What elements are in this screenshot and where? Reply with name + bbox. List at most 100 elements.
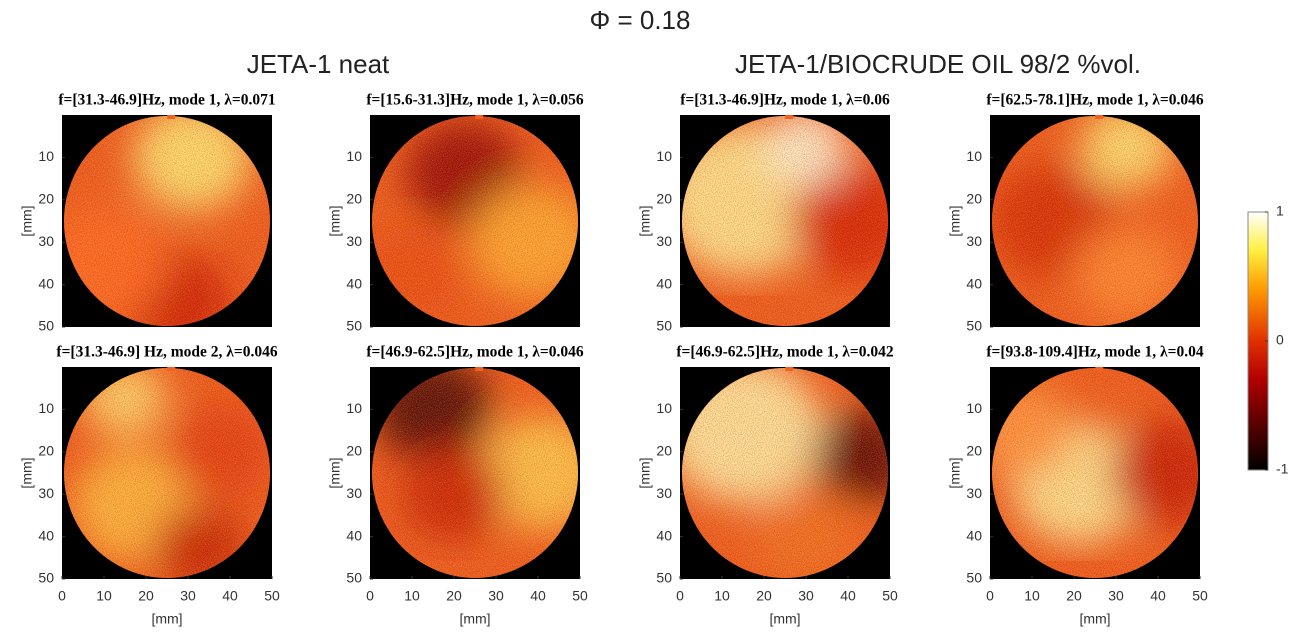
y-axis-label: [mm] bbox=[327, 457, 343, 488]
y-tick-label: 20 bbox=[656, 443, 672, 459]
y-tick-label: 10 bbox=[38, 400, 54, 416]
panel-title: f=[93.8-109.4]Hz, mode 1, λ=0.04 bbox=[986, 344, 1204, 361]
y-tick-label: 30 bbox=[346, 485, 362, 501]
x-tick-label: 40 bbox=[1150, 588, 1166, 604]
y-tick-label: 10 bbox=[966, 148, 982, 164]
y-tick-label: 30 bbox=[38, 485, 54, 501]
x-tick-label: 10 bbox=[1024, 588, 1040, 604]
notch bbox=[475, 115, 483, 119]
x-tick-label: 50 bbox=[572, 588, 588, 604]
x-axis-label: [mm] bbox=[1079, 611, 1110, 627]
x-tick-label: 40 bbox=[222, 588, 238, 604]
group-title: JETA-1/BIOCRUDE OIL 98/2 %vol. bbox=[735, 49, 1141, 79]
y-axis-label: [mm] bbox=[637, 457, 653, 488]
x-tick-label: 0 bbox=[366, 588, 374, 604]
x-tick-label: 40 bbox=[840, 588, 856, 604]
x-tick-label: 0 bbox=[58, 588, 66, 604]
x-tick-label: 20 bbox=[138, 588, 154, 604]
y-tick-label: 10 bbox=[656, 148, 672, 164]
x-axis-label: [mm] bbox=[459, 611, 490, 627]
y-axis-label: [mm] bbox=[637, 205, 653, 236]
panel-title: f=[31.3-46.9]Hz, mode 1, λ=0.071 bbox=[58, 92, 275, 109]
y-tick-label: 50 bbox=[966, 570, 982, 586]
notch bbox=[1095, 115, 1103, 119]
x-tick-label: 40 bbox=[530, 588, 546, 604]
y-tick-label: 40 bbox=[38, 275, 54, 291]
y-tick-label: 40 bbox=[656, 275, 672, 291]
notch bbox=[785, 115, 793, 119]
y-tick-label: 30 bbox=[656, 485, 672, 501]
y-tick-label: 30 bbox=[38, 233, 54, 249]
y-axis-label: [mm] bbox=[947, 205, 963, 236]
x-axis-label: [mm] bbox=[151, 611, 182, 627]
x-tick-label: 10 bbox=[96, 588, 112, 604]
page: Φ = 0.18 JETA-1 neat JETA-1/BIOCRUDE OIL… bbox=[0, 0, 1294, 634]
y-tick-label: 40 bbox=[38, 527, 54, 543]
x-tick-label: 50 bbox=[882, 588, 898, 604]
y-tick-label: 20 bbox=[966, 443, 982, 459]
x-tick-label: 30 bbox=[488, 588, 504, 604]
y-tick-label: 30 bbox=[346, 233, 362, 249]
colorbar-tick-label: 0 bbox=[1276, 332, 1284, 348]
y-tick-label: 40 bbox=[346, 527, 362, 543]
group-title: JETA-1 neat bbox=[247, 49, 390, 79]
y-tick-label: 40 bbox=[966, 275, 982, 291]
notch bbox=[475, 367, 483, 371]
y-tick-label: 50 bbox=[346, 570, 362, 586]
x-tick-label: 50 bbox=[1192, 588, 1208, 604]
y-tick-label: 40 bbox=[346, 275, 362, 291]
y-tick-label: 40 bbox=[966, 527, 982, 543]
x-tick-label: 20 bbox=[756, 588, 772, 604]
y-tick-label: 40 bbox=[656, 527, 672, 543]
notch bbox=[1095, 367, 1103, 371]
y-axis-label: [mm] bbox=[947, 457, 963, 488]
y-tick-label: 10 bbox=[346, 400, 362, 416]
x-tick-label: 20 bbox=[446, 588, 462, 604]
x-tick-label: 30 bbox=[798, 588, 814, 604]
x-tick-label: 20 bbox=[1066, 588, 1082, 604]
y-tick-label: 50 bbox=[656, 570, 672, 586]
y-tick-label: 50 bbox=[38, 318, 54, 334]
panel-title: f=[31.3-46.9] Hz, mode 2, λ=0.046 bbox=[56, 344, 277, 361]
y-tick-label: 10 bbox=[38, 148, 54, 164]
y-tick-label: 20 bbox=[38, 443, 54, 459]
y-tick-label: 50 bbox=[346, 318, 362, 334]
y-tick-label: 30 bbox=[656, 233, 672, 249]
notch bbox=[167, 115, 175, 119]
x-tick-label: 50 bbox=[264, 588, 280, 604]
y-tick-label: 10 bbox=[346, 148, 362, 164]
y-tick-label: 20 bbox=[346, 191, 362, 207]
panel-title: f=[46.9-62.5]Hz, mode 1, λ=0.046 bbox=[366, 344, 584, 361]
y-tick-label: 30 bbox=[966, 233, 982, 249]
x-tick-label: 30 bbox=[180, 588, 196, 604]
panel-title: f=[31.3-46.9]Hz, mode 1, λ=0.06 bbox=[680, 92, 890, 109]
y-tick-label: 20 bbox=[656, 191, 672, 207]
x-axis-label: [mm] bbox=[769, 611, 800, 627]
y-tick-label: 10 bbox=[656, 400, 672, 416]
y-tick-label: 50 bbox=[656, 318, 672, 334]
x-tick-label: 30 bbox=[1108, 588, 1124, 604]
panel-title: f=[46.9-62.5]Hz, mode 1, λ=0.042 bbox=[676, 344, 894, 361]
colorbar-tick-label: 1 bbox=[1276, 203, 1284, 219]
y-tick-label: 30 bbox=[966, 485, 982, 501]
y-tick-label: 50 bbox=[38, 570, 54, 586]
figure-title: Φ = 0.18 bbox=[590, 5, 691, 35]
x-tick-label: 0 bbox=[986, 588, 994, 604]
notch bbox=[785, 367, 793, 371]
x-tick-label: 0 bbox=[676, 588, 684, 604]
y-axis-label: [mm] bbox=[19, 457, 35, 488]
y-tick-label: 10 bbox=[966, 400, 982, 416]
notch bbox=[167, 367, 175, 371]
panel-title: f=[62.5-78.1]Hz, mode 1, λ=0.046 bbox=[986, 92, 1204, 109]
y-tick-label: 50 bbox=[966, 318, 982, 334]
x-tick-label: 10 bbox=[404, 588, 420, 604]
y-tick-label: 20 bbox=[38, 191, 54, 207]
y-axis-label: [mm] bbox=[19, 205, 35, 236]
panel-title: f=[15.6-31.3]Hz, mode 1, λ=0.056 bbox=[366, 92, 584, 109]
y-axis-label: [mm] bbox=[327, 205, 343, 236]
x-tick-label: 10 bbox=[714, 588, 730, 604]
y-tick-label: 20 bbox=[966, 191, 982, 207]
colorbar-tick-label: -1 bbox=[1276, 461, 1289, 477]
y-tick-label: 20 bbox=[346, 443, 362, 459]
figure: Φ = 0.18 JETA-1 neat JETA-1/BIOCRUDE OIL… bbox=[0, 0, 1294, 634]
